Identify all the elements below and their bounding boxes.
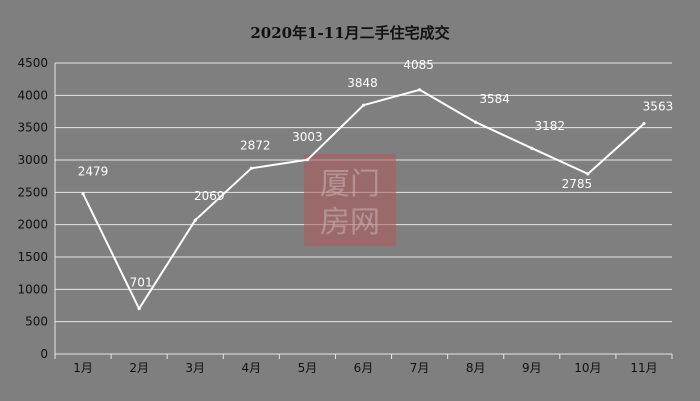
data-point [417,88,422,92]
watermark-line-1: 厦门 [320,167,380,202]
data-label: 3584 [479,92,510,106]
data-point [137,307,141,311]
x-tick-label: 7月 [410,361,430,375]
x-tick-label: 2月 [129,361,149,375]
x-axis: 1月 2月 3月 4月 5月 6月 7月 8月 9月 10月 11月 [54,353,673,375]
data-label: 2872 [240,138,271,152]
x-tick-label: 5月 [298,361,318,375]
data-label: 2479 [78,165,109,179]
data-point [474,120,478,124]
data-point [530,146,534,150]
watermark-logo: 厦门 房网 [304,154,396,246]
y-axis: 0 500 1000 1500 2000 2500 3000 3500 4000 4500 [17,56,56,361]
y-tick-label: 2000 [17,218,48,232]
x-tick-label: 10月 [574,361,601,375]
x-tick-label: 6月 [354,361,374,375]
x-tick-label: 9月 [522,361,542,375]
y-tick-label: 0 [40,347,48,361]
data-label: 3563 [643,100,674,114]
data-label: 3182 [534,119,565,133]
y-tick-label: 2500 [17,185,48,199]
data-point [586,172,590,176]
x-tick-label: 3月 [185,361,205,375]
watermark-box [304,154,396,246]
data-label: 2785 [562,177,593,191]
data-point [361,103,366,107]
y-tick-label: 1000 [17,282,48,296]
data-label: 4085 [403,58,434,72]
y-tick-label: 4500 [17,56,48,70]
data-label: 3848 [347,76,378,90]
data-point [305,158,310,162]
y-tick-label: 3000 [17,153,48,167]
y-tick-label: 500 [25,315,48,329]
data-labels: 2479 701 2069 2872 3003 3848 4085 3584 3182 2785 3… [78,58,673,290]
data-point [642,121,646,126]
data-label: 3003 [292,130,323,144]
chart-title: 2020年1-11月二手住宅成交 [250,24,449,42]
data-point [193,218,197,222]
y-tick-label: 3500 [17,121,48,135]
data-point [81,192,85,196]
series-layer [81,88,646,311]
x-tick-label: 1月 [73,361,93,375]
x-tick-label: 4月 [241,361,261,375]
y-tick-label: 4000 [17,88,48,102]
y-tick-label: 1500 [17,250,48,264]
data-point [249,166,253,170]
x-tick-label: 8月 [466,361,486,375]
x-tick-label: 11月 [630,361,657,375]
data-label: 701 [130,276,153,290]
watermark-line-2: 房网 [320,205,380,240]
data-label: 2069 [194,189,225,203]
